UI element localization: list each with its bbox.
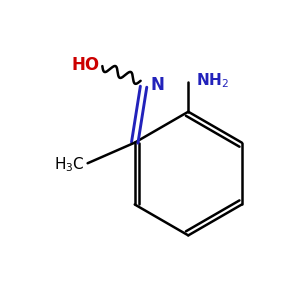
- Text: NH$_2$: NH$_2$: [196, 71, 229, 90]
- Text: H$_3$C: H$_3$C: [54, 155, 85, 174]
- Text: N: N: [151, 76, 165, 94]
- Text: HO: HO: [71, 56, 99, 74]
